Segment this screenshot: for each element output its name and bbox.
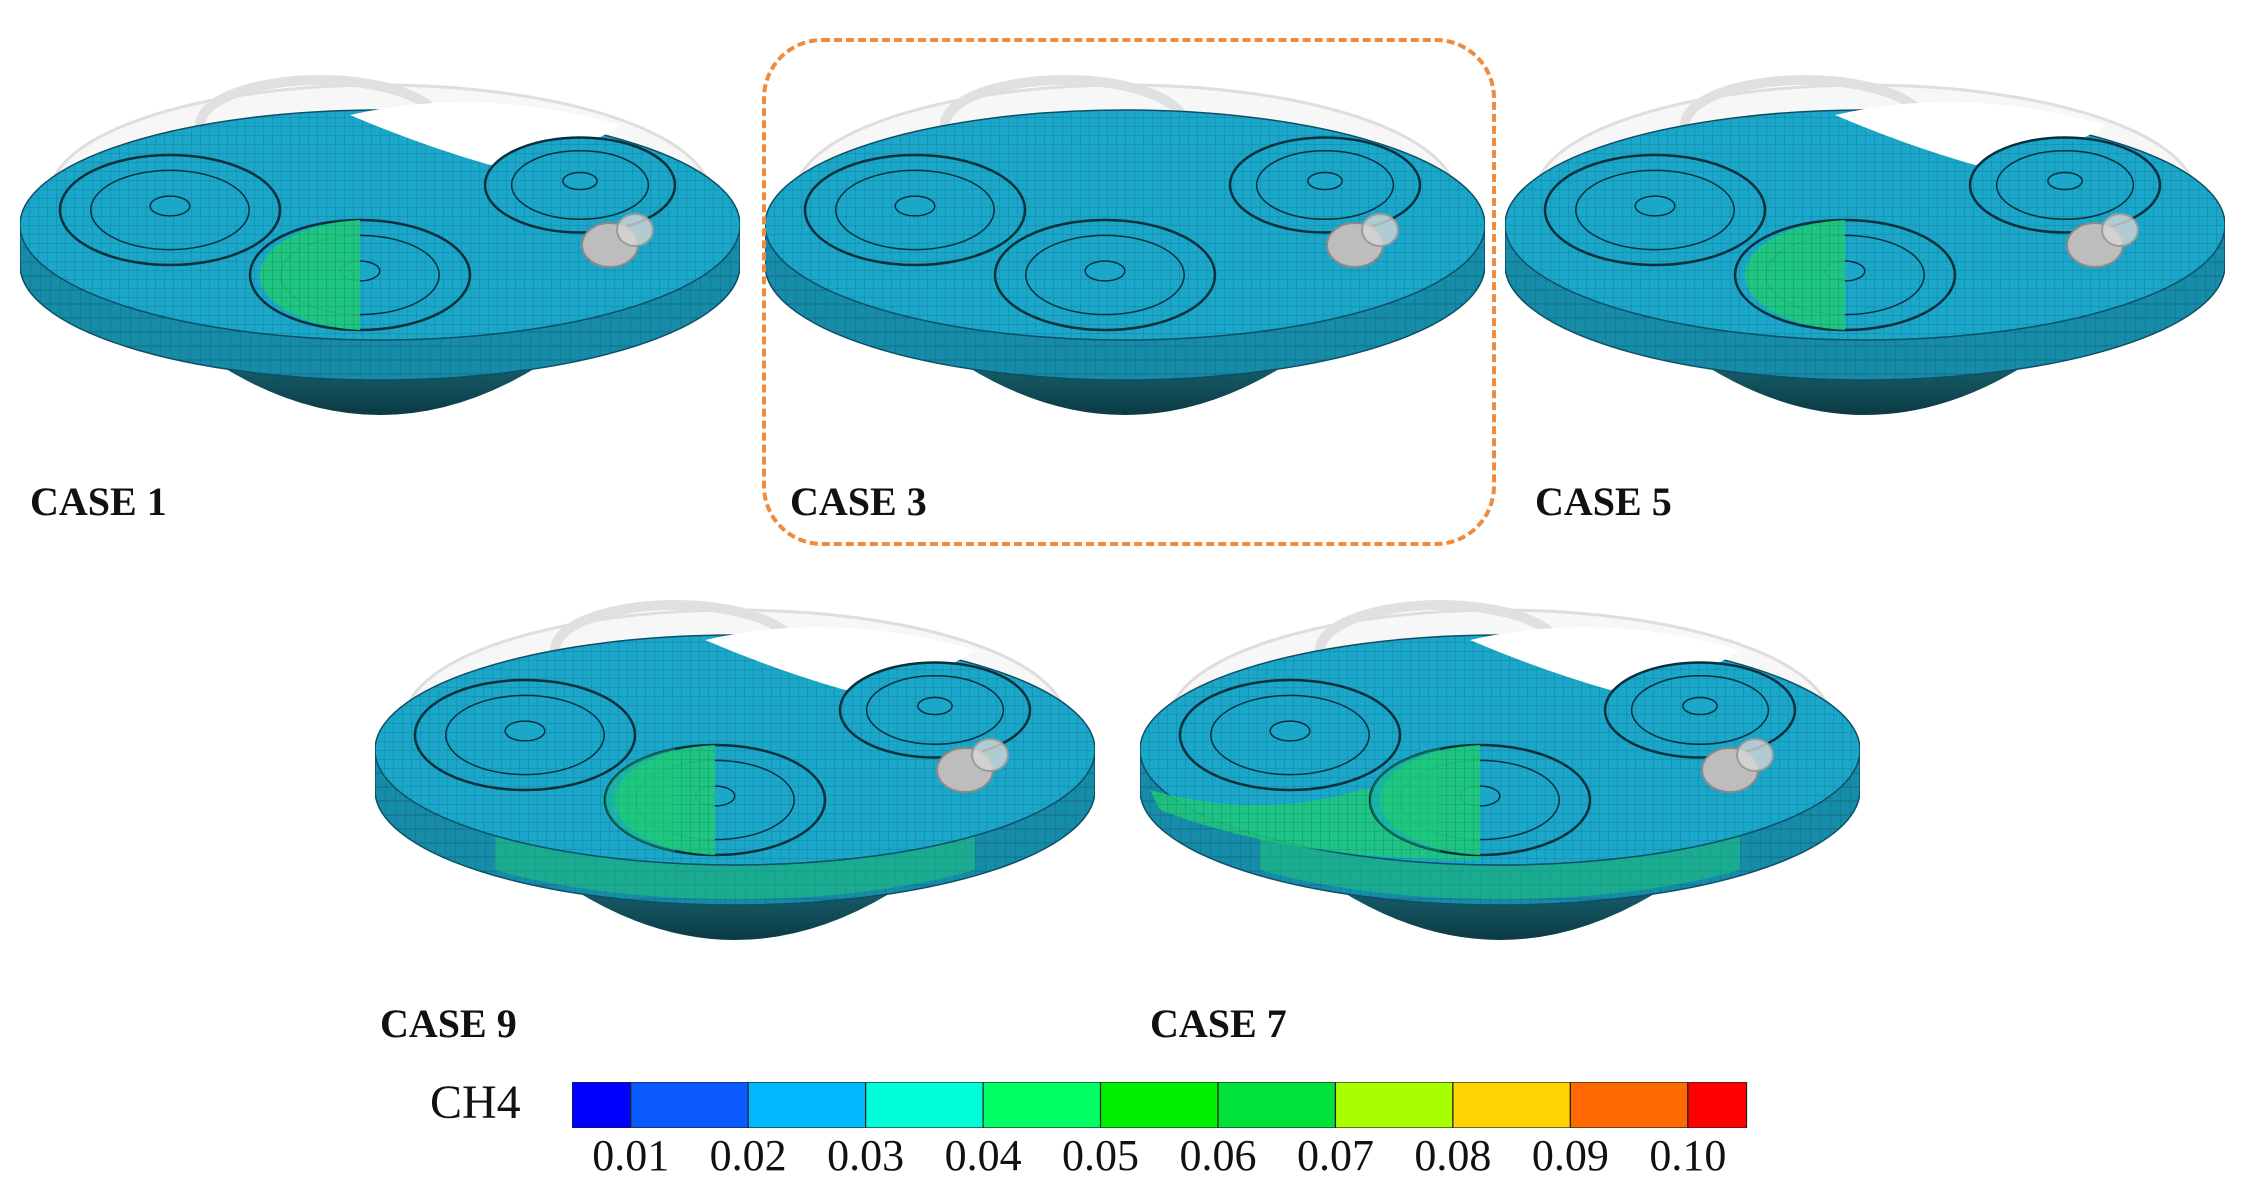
legend-title: CH4	[430, 1076, 521, 1129]
front-valve-ch4-region	[614, 745, 715, 855]
colorbar	[572, 1082, 1748, 1128]
right-valve-ring	[510, 150, 650, 220]
case-5-mesh-view	[1505, 75, 2225, 415]
right-valve-ring	[1995, 150, 2135, 220]
front-valve-ch4-core	[604, 748, 675, 852]
colorbar-swatch	[1217, 1082, 1337, 1128]
legend-tick: 0.08	[1414, 1131, 1492, 1180]
case-5-label: CASE 5	[1535, 479, 1672, 524]
case-7-mesh-view	[1140, 600, 1860, 940]
colorbar-swatch	[982, 1082, 1102, 1128]
case-mesh-case-3	[765, 75, 1485, 415]
colorbar-swatch	[1687, 1082, 1748, 1128]
front-valve-stem	[1084, 260, 1126, 282]
left-valve-ring	[835, 169, 995, 251]
case-1-label: CASE 1	[30, 479, 167, 524]
legend-tick: 0.05	[1062, 1131, 1140, 1180]
legend-tick: 0.07	[1296, 1131, 1374, 1180]
right-valve-ring	[1630, 675, 1770, 745]
left-valve-stem	[504, 720, 546, 742]
colorbar-swatch	[1452, 1082, 1571, 1128]
left-valve-stem	[1269, 720, 1311, 742]
case-1-mesh-view	[20, 75, 740, 415]
injector-tip	[2101, 213, 2139, 247]
colorbar-swatch	[630, 1082, 749, 1128]
left-valve-ring	[1210, 694, 1370, 776]
left-valve-stem	[894, 195, 936, 217]
front-valve-ch4-core	[1369, 748, 1440, 852]
right-valve-ring	[1255, 150, 1395, 220]
legend-tick: 0.02	[709, 1131, 787, 1180]
case-mesh-case-7	[1140, 600, 1860, 940]
left-valve-stem	[149, 195, 191, 217]
right-valve-stem	[917, 696, 953, 716]
case-9-label: CASE 9	[380, 1001, 517, 1046]
case-mesh-case-5	[1505, 75, 2225, 415]
colorbar-swatch	[572, 1082, 632, 1128]
case-mesh-case-1	[20, 75, 740, 415]
injector-tip	[616, 213, 654, 247]
legend-tick: 0.04	[944, 1131, 1022, 1180]
front-valve-ch4-region	[1379, 745, 1480, 855]
case-3-highlight-box	[762, 38, 1496, 546]
colorbar-swatch	[865, 1082, 984, 1128]
legend-tick: 0.06	[1179, 1131, 1257, 1180]
front-valve-ring	[1025, 234, 1185, 316]
front-valve-ch4-region	[1744, 220, 1845, 330]
case-3-mesh-view	[765, 75, 1485, 415]
left-valve-ring	[90, 169, 250, 251]
right-valve-stem	[1682, 696, 1718, 716]
legend-tick: 0.09	[1531, 1131, 1609, 1180]
colorbar-swatch	[1334, 1082, 1454, 1128]
injector-tip	[971, 738, 1009, 772]
injector-tip	[1736, 738, 1774, 772]
injector-tip	[1361, 213, 1399, 247]
colorbar-swatch	[1569, 1082, 1689, 1128]
left-valve-ring	[445, 694, 605, 776]
front-valve-ch4-region	[259, 220, 360, 330]
case-9-mesh-view	[375, 600, 1095, 940]
left-valve-ring	[1575, 169, 1735, 251]
right-valve-stem	[562, 171, 598, 191]
legend-tick: 0.01	[592, 1131, 670, 1180]
right-valve-ring	[865, 675, 1005, 745]
colorbar-swatch	[747, 1082, 867, 1128]
case-mesh-case-9	[375, 600, 1095, 940]
legend-tick: 0.03	[827, 1131, 905, 1180]
left-valve-stem	[1634, 195, 1676, 217]
legend-tick: 0.10	[1649, 1131, 1727, 1180]
right-valve-stem	[2047, 171, 2083, 191]
case-3-label: CASE 3	[790, 479, 927, 524]
colorbar-swatch	[1099, 1082, 1219, 1128]
right-valve-stem	[1307, 171, 1343, 191]
case-7-label: CASE 7	[1150, 1001, 1287, 1046]
